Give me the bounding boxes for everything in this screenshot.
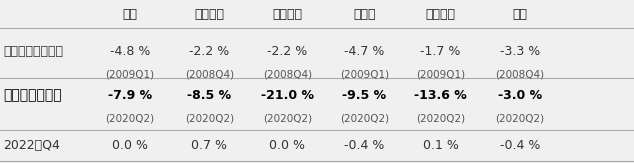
Text: 0.1 %: 0.1 %	[423, 139, 458, 152]
Text: 韓国: 韓国	[512, 8, 527, 21]
Text: (2020Q2): (2020Q2)	[184, 113, 234, 123]
Text: アメリカ: アメリカ	[194, 8, 224, 21]
Text: -3.3 %: -3.3 %	[500, 45, 540, 58]
Text: (2009Q1): (2009Q1)	[105, 69, 155, 79]
Text: イギリス: イギリス	[272, 8, 302, 21]
Text: 日本: 日本	[122, 8, 138, 21]
Text: -13.6 %: -13.6 %	[414, 89, 467, 102]
Text: (2020Q2): (2020Q2)	[340, 113, 389, 123]
Text: (2009Q1): (2009Q1)	[416, 69, 465, 79]
Text: (2009Q1): (2009Q1)	[340, 69, 389, 79]
Text: (2008Q4): (2008Q4)	[184, 69, 234, 79]
Text: 0.0 %: 0.0 %	[269, 139, 305, 152]
Text: -2.2 %: -2.2 %	[189, 45, 230, 58]
Text: (2020Q2): (2020Q2)	[262, 113, 312, 123]
Text: -8.5 %: -8.5 %	[187, 89, 231, 102]
Text: 0.7 %: 0.7 %	[191, 139, 227, 152]
Text: 2022年Q4: 2022年Q4	[3, 139, 60, 152]
Text: -4.8 %: -4.8 %	[110, 45, 150, 58]
Text: -7.9 %: -7.9 %	[108, 89, 152, 102]
Text: (2008Q4): (2008Q4)	[262, 69, 312, 79]
Text: -0.4 %: -0.4 %	[344, 139, 385, 152]
Text: -2.2 %: -2.2 %	[267, 45, 307, 58]
Text: -21.0 %: -21.0 %	[261, 89, 314, 102]
Text: -1.7 %: -1.7 %	[420, 45, 461, 58]
Text: -3.0 %: -3.0 %	[498, 89, 542, 102]
Text: 0.0 %: 0.0 %	[112, 139, 148, 152]
Text: -0.4 %: -0.4 %	[500, 139, 540, 152]
Text: ドイツ: ドイツ	[353, 8, 376, 21]
Text: -9.5 %: -9.5 %	[342, 89, 387, 102]
Text: リーマンショック: リーマンショック	[3, 45, 63, 58]
Text: コロナショック: コロナショック	[3, 88, 61, 102]
Text: -4.7 %: -4.7 %	[344, 45, 385, 58]
Text: (2020Q2): (2020Q2)	[105, 113, 155, 123]
Text: (2020Q2): (2020Q2)	[495, 113, 545, 123]
Text: (2020Q2): (2020Q2)	[416, 113, 465, 123]
Text: フランス: フランス	[425, 8, 456, 21]
Text: (2008Q4): (2008Q4)	[495, 69, 545, 79]
